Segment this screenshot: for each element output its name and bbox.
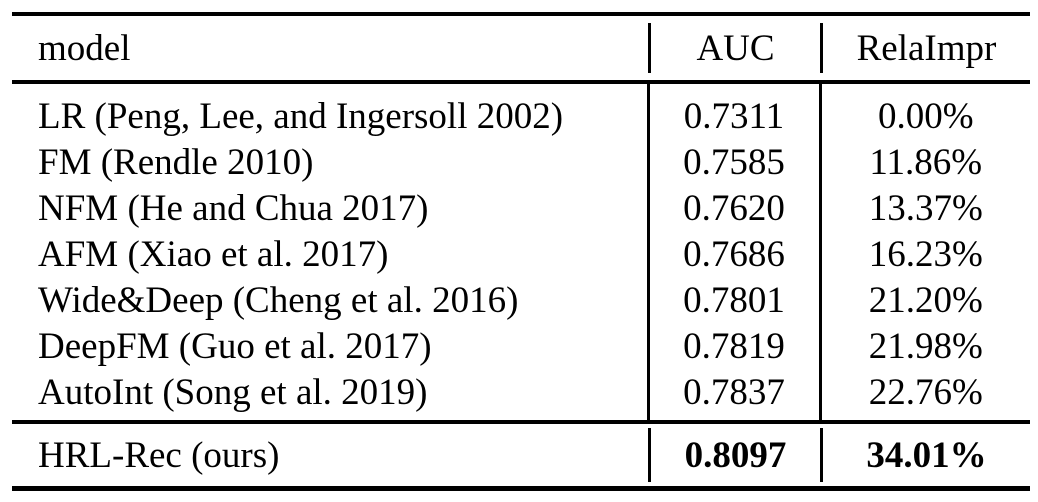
auc-cell: 0.7585: [646, 139, 820, 185]
relaimpr-value-ours: 34.01%: [820, 428, 1030, 482]
auc-cell: 0.7311: [646, 82, 820, 139]
relaimpr-cell: 0.00%: [818, 82, 1030, 139]
results-table: model AUC RelaImpr LR (Peng, Lee, and In…: [12, 12, 1030, 491]
model-cell: AutoInt (Song et al. 2019): [38, 371, 428, 413]
relaimpr-cell: 21.20%: [818, 277, 1030, 323]
auc-cell: 0.7620: [646, 185, 820, 231]
table-body: LR (Peng, Lee, and Ingersoll 2002) 0.731…: [12, 82, 1030, 422]
auc-cell: 0.7837: [646, 369, 820, 422]
auc-cell-ours: 0.8097: [648, 422, 820, 489]
relaimpr-cell: 21.98%: [818, 323, 1030, 369]
table-row: Wide&Deep (Cheng et al. 2016) 0.7801 21.…: [12, 277, 1030, 323]
table-row: AFM (Xiao et al. 2017) 0.7686 16.23%: [12, 231, 1030, 277]
header-row: model AUC RelaImpr: [12, 14, 1030, 82]
table-row: AutoInt (Song et al. 2019) 0.7837 22.76%: [12, 369, 1030, 422]
model-cell: DeepFM (Guo et al. 2017): [38, 325, 432, 367]
model-cell-ours: HRL-Rec (ours): [38, 434, 280, 476]
model-cell: Wide&Deep (Cheng et al. 2016): [38, 279, 519, 321]
model-cell: FM (Rendle 2010): [38, 141, 314, 183]
auc-cell: 0.7801: [646, 277, 820, 323]
auc-header-cell: AUC: [648, 14, 820, 82]
column-header-auc: AUC: [648, 23, 820, 73]
table-footer: HRL-Rec (ours) 0.8097 34.01%: [12, 422, 1030, 489]
model-cell: AFM (Xiao et al. 2017): [38, 233, 389, 275]
model-cell: NFM (He and Chua 2017): [38, 187, 429, 229]
column-header-model: model: [38, 27, 131, 69]
auc-value-ours: 0.8097: [648, 428, 820, 482]
relaimpr-cell-ours: 34.01%: [820, 422, 1030, 489]
auc-cell: 0.7819: [646, 323, 820, 369]
table-header: model AUC RelaImpr: [12, 14, 1030, 82]
footer-row-ours: HRL-Rec (ours) 0.8097 34.01%: [12, 422, 1030, 489]
relaimpr-header-cell: RelaImpr: [820, 14, 1030, 82]
table-row: LR (Peng, Lee, and Ingersoll 2002) 0.731…: [12, 82, 1030, 139]
relaimpr-cell: 22.76%: [818, 369, 1030, 422]
column-header-relaimpr: RelaImpr: [820, 23, 1030, 73]
relaimpr-cell: 13.37%: [818, 185, 1030, 231]
relaimpr-cell: 16.23%: [818, 231, 1030, 277]
table-row: FM (Rendle 2010) 0.7585 11.86%: [12, 139, 1030, 185]
auc-cell: 0.7686: [646, 231, 820, 277]
table-row: DeepFM (Guo et al. 2017) 0.7819 21.98%: [12, 323, 1030, 369]
table-row: NFM (He and Chua 2017) 0.7620 13.37%: [12, 185, 1030, 231]
relaimpr-cell: 11.86%: [818, 139, 1030, 185]
model-cell: LR (Peng, Lee, and Ingersoll 2002): [38, 95, 564, 137]
